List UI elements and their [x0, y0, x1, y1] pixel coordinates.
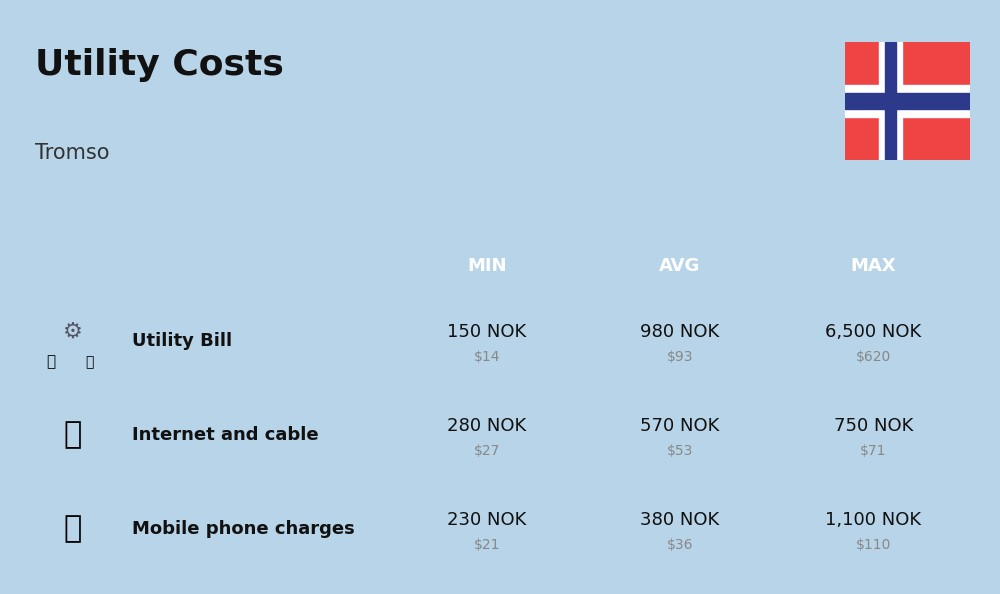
- Bar: [845, 85, 970, 117]
- Text: 1,100 NOK: 1,100 NOK: [825, 511, 921, 529]
- Text: Utility Bill: Utility Bill: [132, 332, 232, 350]
- Text: $53: $53: [667, 444, 693, 458]
- Text: $620: $620: [856, 350, 891, 364]
- Text: $21: $21: [473, 538, 500, 552]
- Bar: [879, 42, 902, 160]
- Text: MIN: MIN: [467, 257, 506, 275]
- Text: MAX: MAX: [851, 257, 896, 275]
- Text: $36: $36: [667, 538, 693, 552]
- Text: $93: $93: [667, 350, 693, 364]
- Text: 📺: 📺: [85, 355, 94, 369]
- Text: 380 NOK: 380 NOK: [640, 511, 720, 529]
- Text: 980 NOK: 980 NOK: [640, 323, 720, 340]
- Text: ⚙: ⚙: [62, 321, 82, 342]
- Text: Utility Costs: Utility Costs: [35, 48, 284, 81]
- Text: 280 NOK: 280 NOK: [447, 417, 526, 435]
- Text: $71: $71: [860, 444, 887, 458]
- Text: Tromso: Tromso: [35, 143, 110, 163]
- Text: 750 NOK: 750 NOK: [834, 417, 913, 435]
- Text: Internet and cable: Internet and cable: [132, 426, 318, 444]
- Text: 230 NOK: 230 NOK: [447, 511, 526, 529]
- Text: 150 NOK: 150 NOK: [447, 323, 526, 340]
- Text: 570 NOK: 570 NOK: [640, 417, 720, 435]
- Text: 🔌: 🔌: [47, 354, 56, 369]
- Text: AVG: AVG: [659, 257, 701, 275]
- Text: $110: $110: [856, 538, 891, 552]
- Text: 📶: 📶: [63, 421, 82, 450]
- Text: $27: $27: [473, 444, 500, 458]
- Bar: [885, 42, 896, 160]
- Text: 📱: 📱: [63, 514, 82, 544]
- Text: $14: $14: [473, 350, 500, 364]
- Text: 6,500 NOK: 6,500 NOK: [825, 323, 921, 340]
- Bar: [845, 93, 970, 109]
- Text: Mobile phone charges: Mobile phone charges: [132, 520, 354, 538]
